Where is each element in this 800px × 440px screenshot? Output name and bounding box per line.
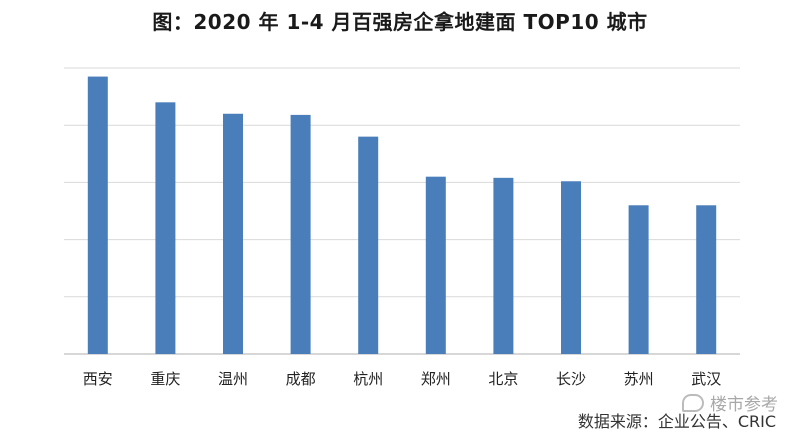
bar-7: [561, 181, 581, 354]
category-label: 杭州: [353, 370, 383, 388]
watermark-text: 楼市参考: [710, 395, 778, 415]
category-label: 武汉: [691, 370, 721, 388]
gridlines: [64, 67, 740, 355]
chat-bubble-icon: [682, 393, 704, 412]
bar-5: [425, 176, 446, 354]
category-label: 温州: [218, 370, 248, 388]
watermark: 楼市参考: [682, 390, 778, 415]
bar-3: [290, 114, 311, 355]
data-source-note: 数据来源：企业公告、CRIC: [577, 412, 776, 431]
bar-2: [223, 113, 243, 354]
category-labels: 西安 重庆 温州 成都 杭州 郑州 北京 长沙 苏州 武汉: [83, 370, 721, 388]
category-label: 郑州: [421, 370, 451, 388]
bar-6: [493, 177, 514, 354]
chart-title: 图：2020 年 1-4 月百强房企拿地建面 TOP10 城市: [152, 10, 648, 34]
category-label: 成都: [286, 370, 316, 388]
bars: [87, 76, 717, 355]
bar-1: [155, 102, 176, 354]
bar-4: [358, 136, 379, 354]
category-label: 西安: [83, 370, 113, 388]
category-label: 重庆: [150, 370, 180, 388]
category-label: 长沙: [556, 370, 586, 388]
bar-8: [628, 205, 649, 354]
bar-9: [696, 205, 717, 354]
category-label: 苏州: [624, 370, 654, 388]
category-label: 北京: [488, 370, 518, 388]
bar-0: [87, 76, 108, 354]
